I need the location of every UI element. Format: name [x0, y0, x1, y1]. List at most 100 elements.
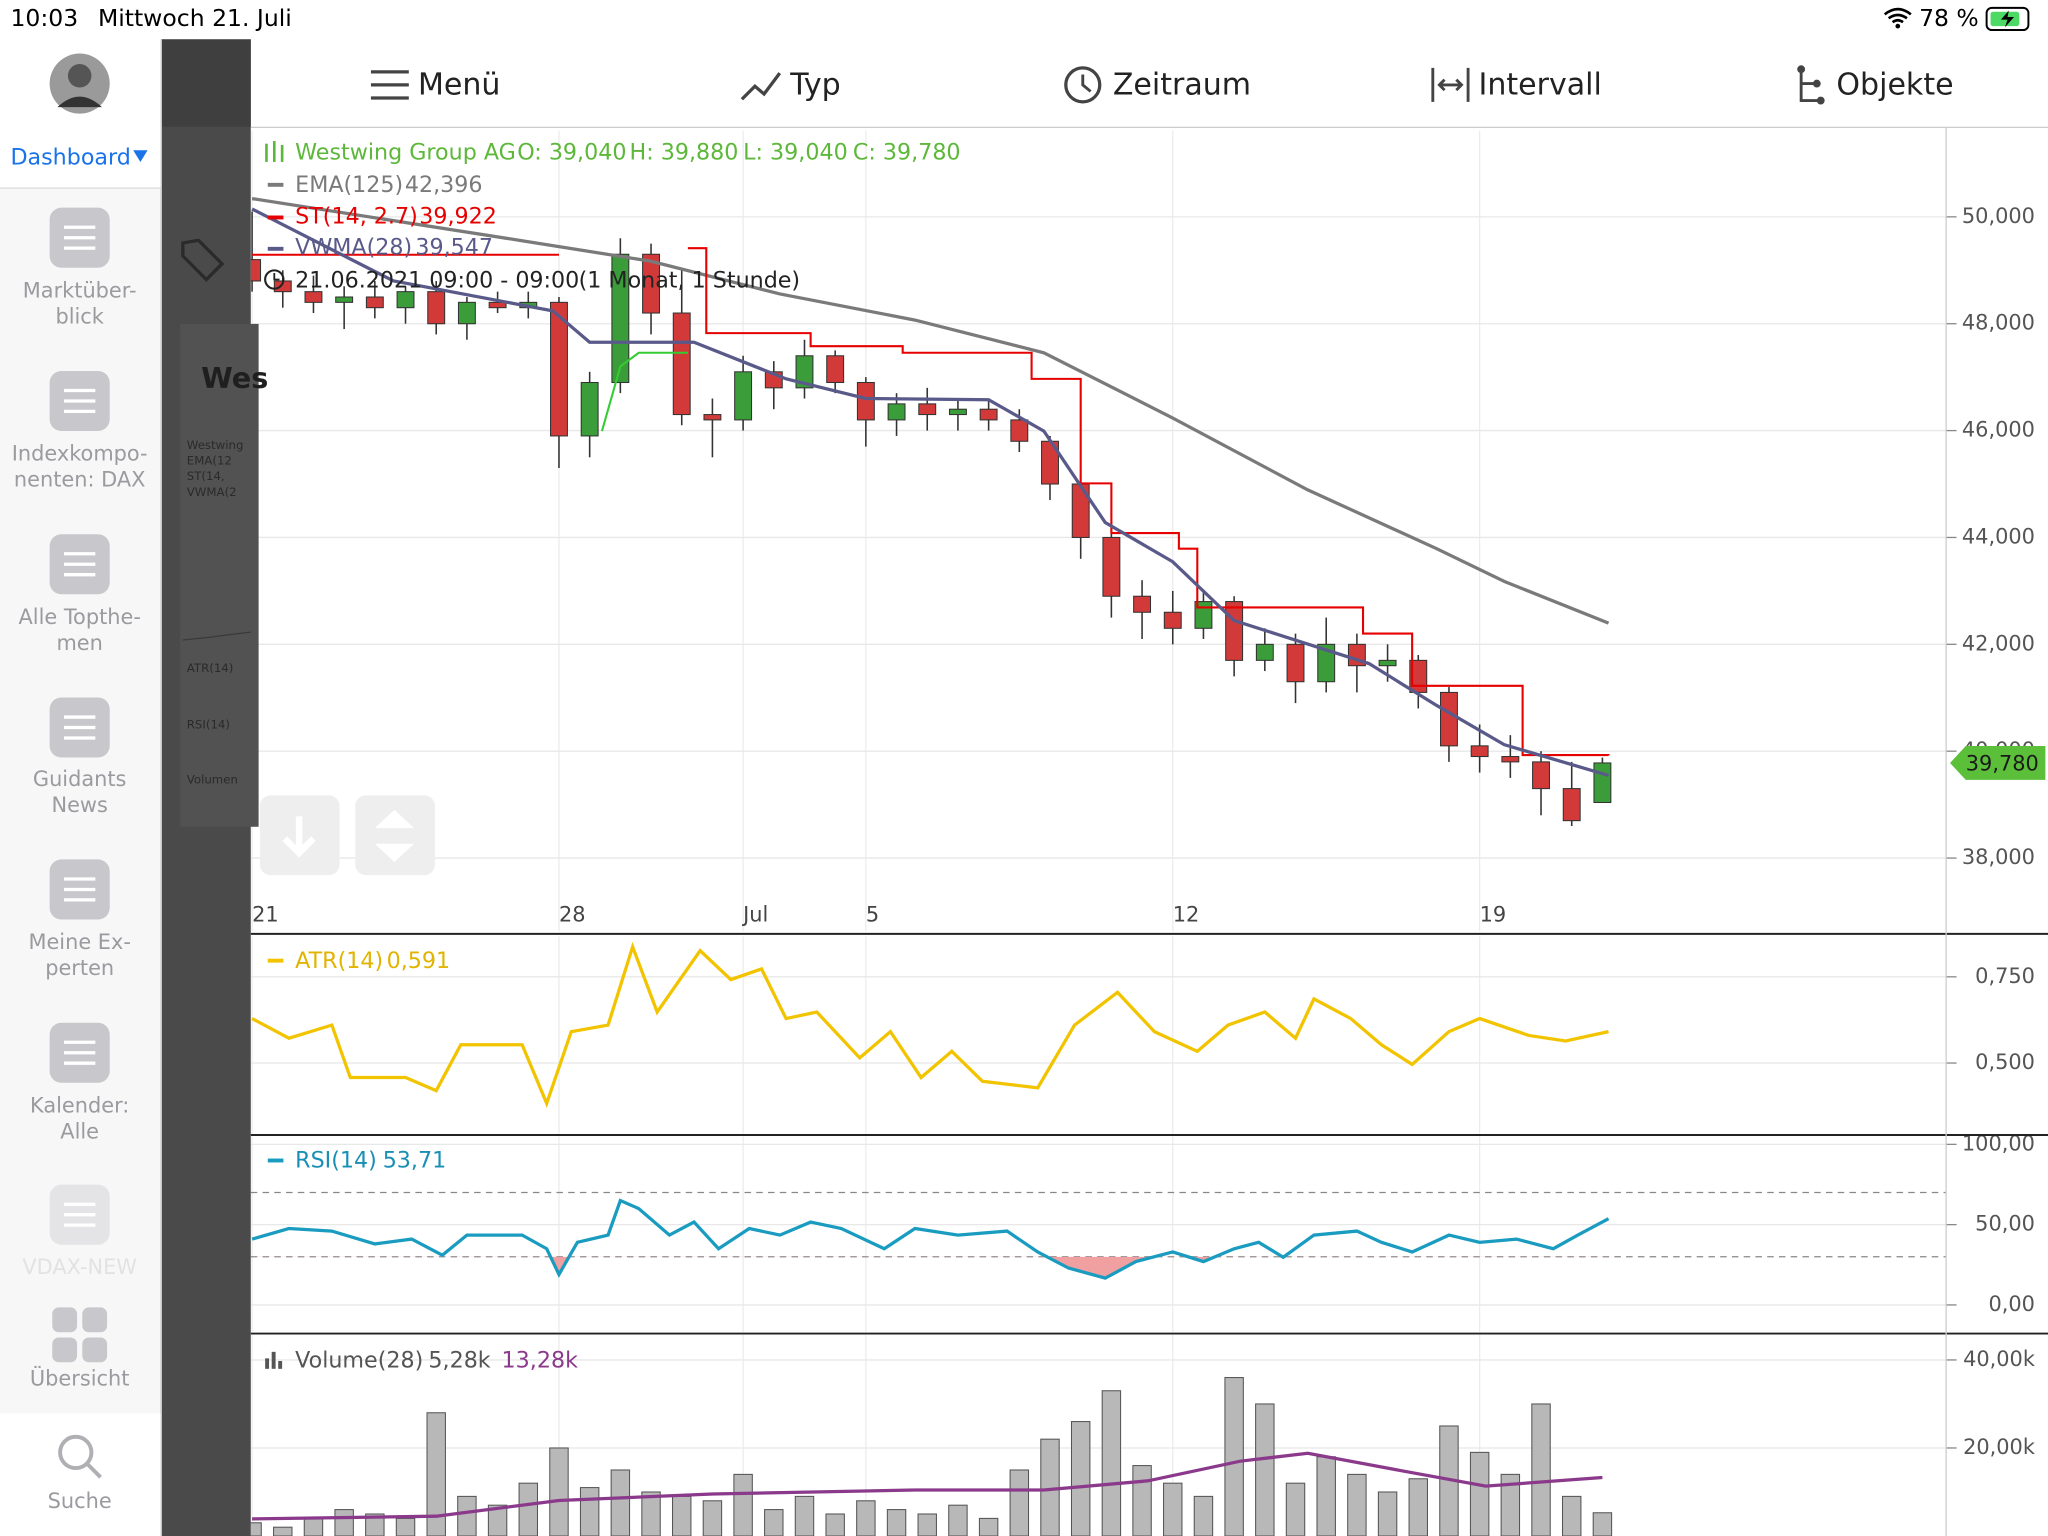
nav-label[interactable]: News — [51, 793, 107, 817]
nav-label[interactable]: blick — [55, 304, 104, 328]
volume-bar — [518, 1482, 539, 1536]
candle-body — [488, 301, 507, 309]
nav-icon[interactable] — [58, 1434, 94, 1471]
nav-icon[interactable] — [82, 1307, 108, 1333]
nav-label[interactable]: Alle — [60, 1119, 99, 1143]
candle-body — [396, 291, 415, 309]
nav-label[interactable]: Marktüber- — [23, 278, 137, 302]
legend-swatch — [267, 1158, 284, 1163]
volume-bar — [825, 1513, 845, 1536]
volume-icon — [265, 1351, 283, 1369]
objects-icon — [1799, 67, 1820, 103]
dot — [1812, 79, 1821, 88]
clock-icon — [264, 269, 285, 290]
toolbar-button[interactable]: Zeitraum — [1113, 68, 1251, 103]
axes: 21 28 Jul 5 12 19 50,000 48,000 46,000 44,000 42,0… — [250, 127, 2048, 1536]
candle-body — [1532, 761, 1550, 790]
dropdown-arrow — [133, 150, 148, 162]
nav-label[interactable]: Indexkompo- — [12, 442, 148, 466]
x-tick-label: 21 — [252, 903, 279, 927]
volume-bar — [856, 1500, 876, 1536]
toolbar-button[interactable]: Objekte — [1836, 68, 1953, 103]
legend-name: ST(14, 2.7) — [295, 203, 418, 229]
nav-icon[interactable] — [82, 1337, 108, 1363]
candle-body — [703, 414, 722, 421]
volume-bar — [334, 1509, 354, 1536]
nav-label[interactable]: Übersicht — [30, 1365, 130, 1390]
ohlc: H: 39,880 — [630, 139, 739, 165]
nav-label[interactable]: perten — [45, 956, 114, 980]
panel-legend-item: ST(14, — [187, 469, 225, 483]
panel-legend-item: Westwing — [187, 438, 244, 452]
panel-title: Wes — [201, 361, 268, 395]
nav-label[interactable]: Kalender: — [30, 1093, 129, 1117]
nav-icon[interactable] — [52, 1307, 78, 1333]
volume-bar — [1163, 1482, 1183, 1536]
dot — [1816, 96, 1825, 105]
nav-label[interactable]: nenten: DAX — [14, 468, 146, 492]
y-tick-label: 46,000 — [1962, 418, 2035, 442]
nav-label[interactable]: Alle Topthe- — [18, 605, 140, 629]
volume-bar — [794, 1495, 815, 1536]
legend-ma-value: 13,28k — [502, 1347, 579, 1373]
volume-bar — [1592, 1512, 1613, 1536]
nav-label[interactable]: Meine Ex- — [28, 930, 130, 954]
candle-body — [856, 381, 875, 421]
panel-legends: ATR(14) 0,591 RSI(14) 53,71 Volume(28) 5… — [265, 948, 579, 1373]
period-hands — [1081, 74, 1092, 93]
y-tick-label: 38,000 — [1962, 845, 2035, 869]
volume-bar — [250, 1522, 262, 1536]
candle-body — [1286, 643, 1305, 683]
toolbar-button[interactable]: Menü — [418, 68, 500, 103]
price-tag — [1950, 745, 2046, 780]
volume-bar — [917, 1513, 937, 1536]
volume-bar — [1561, 1495, 1582, 1536]
candle-body — [1010, 419, 1029, 442]
period-icon — [1064, 66, 1102, 104]
volume-bar — [672, 1495, 692, 1536]
volume-bar — [303, 1517, 324, 1536]
panel-legend-item: EMA(12 — [187, 454, 232, 468]
toolbar-button[interactable]: Typ — [789, 68, 841, 103]
volume-bar — [1285, 1482, 1306, 1536]
nav-glyph — [63, 715, 96, 740]
nav-label[interactable]: Guidants — [33, 767, 127, 791]
y-tick-label: 20,00k — [1963, 1435, 2036, 1459]
legend-value: 0,591 — [387, 948, 451, 974]
scale-button[interactable] — [355, 795, 435, 876]
candle-body — [1225, 601, 1244, 661]
legend-value: 53,71 — [383, 1148, 447, 1174]
volume-bar — [733, 1473, 753, 1536]
scale-arrows — [374, 809, 415, 863]
nav-label[interactable]: Suche — [48, 1489, 112, 1513]
avatar-body — [57, 96, 102, 108]
candle-icon — [265, 141, 284, 162]
volume-ma-line — [252, 1451, 1603, 1521]
toolbar-button[interactable]: Intervall — [1479, 68, 1602, 103]
candle-body — [335, 296, 354, 303]
legend-name: Volume(28) — [295, 1347, 423, 1373]
supertrend-up-line — [600, 351, 688, 432]
legend-name: EMA(125) — [295, 172, 403, 198]
volume-bar — [1347, 1473, 1367, 1536]
legend-name: VWMA(28) — [295, 235, 412, 261]
charging-bolt — [2000, 10, 2015, 28]
volume-bar — [1070, 1421, 1091, 1536]
sidebar-bg — [0, 39, 161, 1536]
nav-label[interactable]: VDAX-NEW — [22, 1255, 137, 1279]
candle-body — [1102, 536, 1121, 597]
nav-label[interactable]: men — [56, 631, 102, 655]
volume-bar — [978, 1517, 999, 1536]
volume-bar — [1009, 1469, 1030, 1536]
wifi-icon — [1883, 7, 1912, 24]
nav-icon[interactable] — [52, 1337, 78, 1363]
candle-body — [979, 408, 998, 421]
legend-name: RSI(14) — [295, 1148, 377, 1174]
legend-value: 39,547 — [415, 235, 493, 261]
wifi-dot — [1895, 23, 1901, 29]
candle-body — [795, 355, 814, 389]
dashboard-link[interactable]: Dashboard — [10, 145, 130, 171]
candle-body — [304, 291, 323, 303]
